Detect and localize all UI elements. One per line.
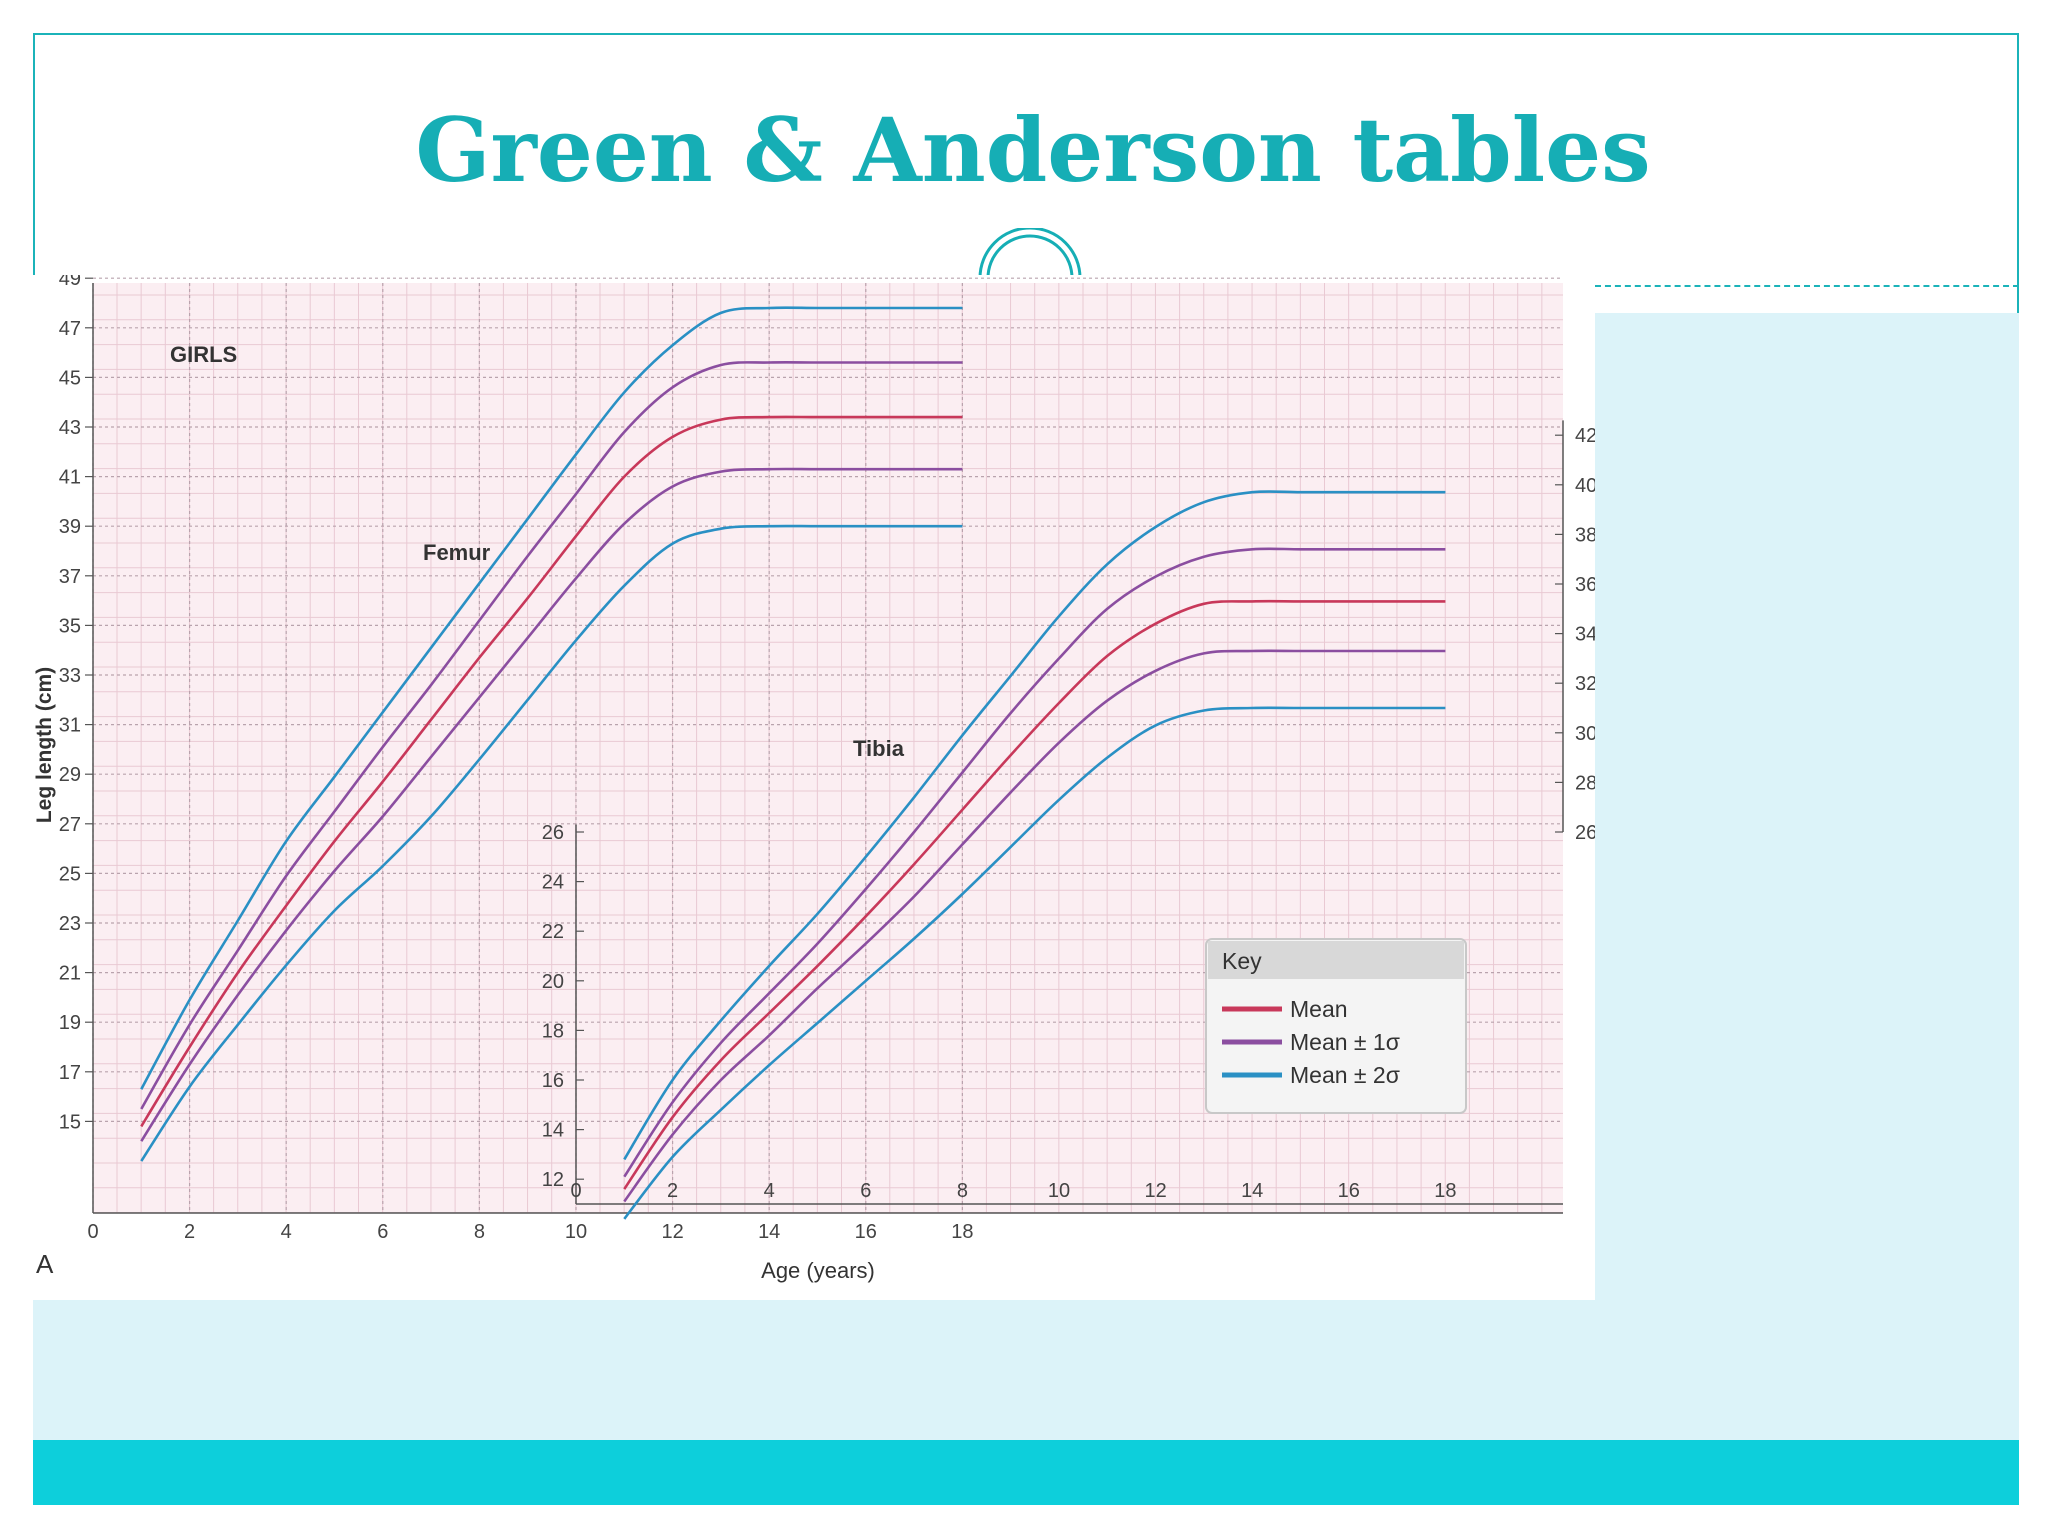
tibia-line-0 bbox=[623, 490, 1446, 1161]
tibia-right-tick-label: 26 bbox=[1575, 822, 1595, 844]
femur-y-tick-label: 23 bbox=[59, 913, 81, 935]
femur-line-3 bbox=[140, 467, 963, 1142]
femur-y-tick-label: 49 bbox=[59, 275, 81, 290]
femur-x-tick-label: 12 bbox=[661, 1221, 683, 1243]
legend-box bbox=[1205, 938, 1467, 1114]
legend-title: Key bbox=[1222, 948, 1262, 974]
femur-x-tick-label: 14 bbox=[758, 1221, 780, 1243]
legend: Key Mean Mean ± 1σ Mean ± 2σ bbox=[1205, 938, 1467, 1114]
grid bbox=[92, 277, 1563, 1214]
tibia-x-tick-label: 2 bbox=[667, 1180, 678, 1202]
femur-x-tick-label: 8 bbox=[474, 1221, 485, 1243]
tibia-right-tick-label: 30 bbox=[1575, 723, 1595, 745]
tibia-right-tick-label: 34 bbox=[1575, 624, 1595, 646]
tibia-right-tick-label: 32 bbox=[1575, 673, 1595, 695]
tibia-line-3 bbox=[623, 649, 1446, 1203]
panel-label: GIRLS bbox=[170, 342, 237, 367]
legend-label-sd1: Mean ± 1σ bbox=[1290, 1029, 1400, 1055]
tibia-x-tick-label: 6 bbox=[860, 1180, 871, 1202]
femur-y-tick-label: 19 bbox=[59, 1012, 81, 1034]
legend-label-mean: Mean bbox=[1290, 996, 1348, 1022]
tibia-y-tick-label: 16 bbox=[542, 1070, 564, 1092]
femur-y-tick-label: 21 bbox=[59, 963, 81, 985]
femur-x-tick-label: 6 bbox=[377, 1221, 388, 1243]
femur-y-tick-label: 33 bbox=[59, 665, 81, 687]
labels: GIRLS Femur Tibia Leg length (cm) Age (years… bbox=[33, 342, 905, 1283]
femur-y-tick-label: 45 bbox=[59, 367, 81, 389]
tibia-y-tick-label: 22 bbox=[542, 921, 564, 943]
tibia-series bbox=[623, 490, 1446, 1220]
x-axis-label: Age (years) bbox=[761, 1258, 875, 1283]
femur-y-tick-label: 41 bbox=[59, 467, 81, 489]
femur-line-4 bbox=[140, 524, 963, 1162]
tibia-x-tick-label: 0 bbox=[570, 1180, 581, 1202]
tibia-y-tick-label: 12 bbox=[542, 1169, 564, 1191]
femur-y-tick-label: 25 bbox=[59, 863, 81, 885]
femur-line-0 bbox=[140, 306, 963, 1090]
tibia-line-1 bbox=[623, 547, 1446, 1178]
side-panel bbox=[1595, 313, 2019, 1440]
lower-panel bbox=[33, 1300, 1595, 1440]
growth-chart: 15 17 19 21 23 25 27 29 31 33 35 37 39 41 43 45 47 49 0 2 4 6… bbox=[33, 275, 1595, 1300]
tibia-x-tick-label: 12 bbox=[1144, 1180, 1166, 1202]
figure-letter: A bbox=[36, 1249, 54, 1279]
y-axis-label: Leg length (cm) bbox=[33, 667, 56, 823]
femur-y-tick-label: 43 bbox=[59, 417, 81, 439]
femur-line-2 bbox=[140, 415, 963, 1128]
femur-y-tick-label: 39 bbox=[59, 516, 81, 538]
tibia-y-tick-label: 14 bbox=[542, 1120, 564, 1142]
femur-x-tick-label: 16 bbox=[855, 1221, 877, 1243]
tibia-y-tick-label: 26 bbox=[542, 822, 564, 844]
tibia-right-tick-label: 38 bbox=[1575, 524, 1595, 546]
tibia-x-tick-label: 16 bbox=[1338, 1180, 1360, 1202]
tibia-right-tick-label: 42 bbox=[1575, 425, 1595, 447]
femur-y-tick-label: 29 bbox=[59, 764, 81, 786]
tibia-line-4 bbox=[623, 706, 1446, 1220]
femur-x-tick-label: 4 bbox=[281, 1221, 292, 1243]
tibia-x-tick-label: 10 bbox=[1048, 1180, 1070, 1202]
tibia-x-tick-label: 8 bbox=[957, 1180, 968, 1202]
femur-y-tick-label: 27 bbox=[59, 814, 81, 836]
femur-x-tick-label: 0 bbox=[87, 1221, 98, 1243]
tibia-right-tick-label: 40 bbox=[1575, 475, 1595, 497]
tibia-y-tick-label: 18 bbox=[542, 1020, 564, 1042]
femur-series bbox=[140, 306, 963, 1162]
divider-line bbox=[1595, 285, 2019, 287]
tibia-x-tick-label: 14 bbox=[1241, 1180, 1263, 1202]
femur-x-tick-label: 2 bbox=[184, 1221, 195, 1243]
femur-line-1 bbox=[140, 361, 963, 1110]
arc-ornament bbox=[978, 228, 1082, 278]
bottom-bar bbox=[33, 1440, 2019, 1505]
femur-y-tick-label: 35 bbox=[59, 615, 81, 637]
femur-x-tick-label: 10 bbox=[565, 1221, 587, 1243]
femur-y-tick-label: 15 bbox=[59, 1111, 81, 1133]
femur-x-tick-label: 18 bbox=[951, 1221, 973, 1243]
femur-y-tick-label: 17 bbox=[59, 1062, 81, 1084]
femur-y-tick-label: 31 bbox=[59, 715, 81, 737]
tibia-title: Tibia bbox=[853, 736, 905, 761]
tibia-right-tick-label: 36 bbox=[1575, 574, 1595, 596]
tibia-line-2 bbox=[623, 599, 1446, 1190]
tibia-x-tick-label: 4 bbox=[764, 1180, 775, 1202]
femur-y-tick-label: 37 bbox=[59, 566, 81, 588]
femur-y-tick-label: 47 bbox=[59, 318, 81, 340]
legend-label-sd2: Mean ± 2σ bbox=[1290, 1062, 1400, 1088]
legend-header bbox=[1208, 941, 1464, 979]
tibia-x-tick-label: 18 bbox=[1434, 1180, 1456, 1202]
femur-title: Femur bbox=[423, 540, 491, 565]
tibia-right-tick-label: 28 bbox=[1575, 772, 1595, 794]
tibia-y-tick-label: 24 bbox=[542, 872, 564, 894]
slide-title: Green & Anderson tables bbox=[415, 98, 1651, 202]
tibia-y-tick-label: 20 bbox=[542, 971, 564, 993]
